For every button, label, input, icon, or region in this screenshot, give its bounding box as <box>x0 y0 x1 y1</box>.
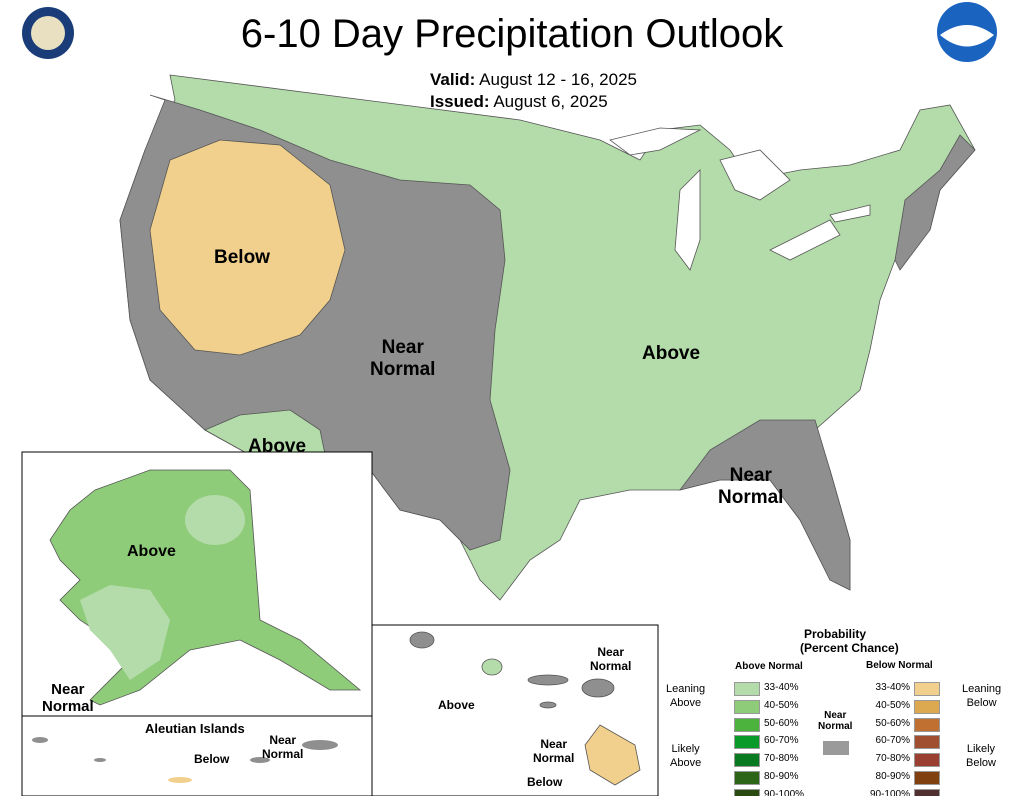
issued-date: Issued: August 6, 2025 <box>430 92 608 111</box>
legend-near-swatch <box>823 741 849 755</box>
label-alaska-above: Above <box>127 543 176 560</box>
legend-below-swatch <box>914 771 940 785</box>
legend-above-swatch <box>734 735 760 750</box>
legend-below-range: 40-50% <box>875 699 910 711</box>
label-hawaii-near-normal-b: Near Normal <box>533 737 575 765</box>
legend-likely-above: Likely Above <box>670 743 702 769</box>
aleutian-title: Aleutian Islands <box>145 721 245 736</box>
alaska-lean-ne <box>185 495 245 545</box>
legend-above-range: 50-60% <box>764 717 799 729</box>
label-aleutian-below: Below <box>194 752 230 766</box>
legend-above-header: Above Normal <box>735 661 803 672</box>
legend-below-swatch <box>914 699 940 714</box>
legend-below-range: 90-100% <box>869 788 910 796</box>
alaska-lean-sw <box>80 585 170 680</box>
legend-below-range: 80-90% <box>875 771 910 782</box>
label-hawaii-above: Above <box>438 698 475 712</box>
legend-near-normal: Near Normal <box>818 710 853 732</box>
legend-above-range: 60-70% <box>764 735 799 747</box>
legend-above-swatch <box>734 699 760 714</box>
label-hawaii-below: Below <box>527 775 563 789</box>
se-near-normal-region <box>679 419 851 591</box>
hawaii-islands <box>409 631 641 786</box>
legend-below-swatch <box>914 735 940 750</box>
aleutian-inset <box>21 715 373 796</box>
west-below-region <box>149 139 346 356</box>
legend-below-swatch <box>914 753 940 768</box>
legend-below-swatch <box>914 682 940 696</box>
label-east-above: Above <box>642 343 701 364</box>
legend-title: Probability (Percent Chance) <box>800 627 899 655</box>
label-se-near-normal: Near Normal <box>718 465 784 508</box>
label-west-near-normal: Near Normal <box>370 337 436 380</box>
legend-below-swatch <box>914 788 940 796</box>
legend-leaning-above: Leaning Above <box>666 683 706 709</box>
legend-below-range: 50-60% <box>875 717 910 729</box>
legend-above-swatch <box>734 771 760 785</box>
legend-above-swatch <box>734 753 760 768</box>
legend-below-range: 70-80% <box>875 753 910 765</box>
aleutian-islands <box>32 737 338 783</box>
legend-above-swatch <box>734 682 760 696</box>
label-aleutian-near-normal: Near Normal <box>262 733 304 761</box>
legend-leaning-below: Leaning Below <box>962 683 1002 709</box>
legend-above-range: 33-40% <box>764 682 799 693</box>
legend-likely-below: Likely Below <box>966 743 996 769</box>
label-alaska-near-normal: Near Normal <box>42 681 94 715</box>
great-lakes <box>609 127 871 271</box>
legend-below-range: 60-70% <box>875 735 910 747</box>
legend-above-swatch <box>734 717 760 732</box>
legend-below-header: Below Normal <box>866 660 933 671</box>
label-west-below: Below <box>214 247 270 268</box>
legend-above-range: 90-100% <box>764 788 805 796</box>
legend-below-swatch <box>914 717 940 732</box>
label-sw-above: Above <box>248 436 307 457</box>
valid-dates: Valid: August 12 - 16, 2025 <box>430 70 637 89</box>
legend-above-range: 40-50% <box>764 699 799 711</box>
ne-near-normal-region <box>894 134 976 271</box>
label-hawaii-near-normal-a: Near Normal <box>590 645 632 673</box>
legend-below-range: 33-40% <box>875 682 910 693</box>
legend-above-range: 80-90% <box>764 771 799 782</box>
legend-above-range: 70-80% <box>764 753 799 765</box>
page-title: 6-10 Day Precipitation Outlook <box>240 12 784 56</box>
legend-above-swatch <box>734 788 760 796</box>
